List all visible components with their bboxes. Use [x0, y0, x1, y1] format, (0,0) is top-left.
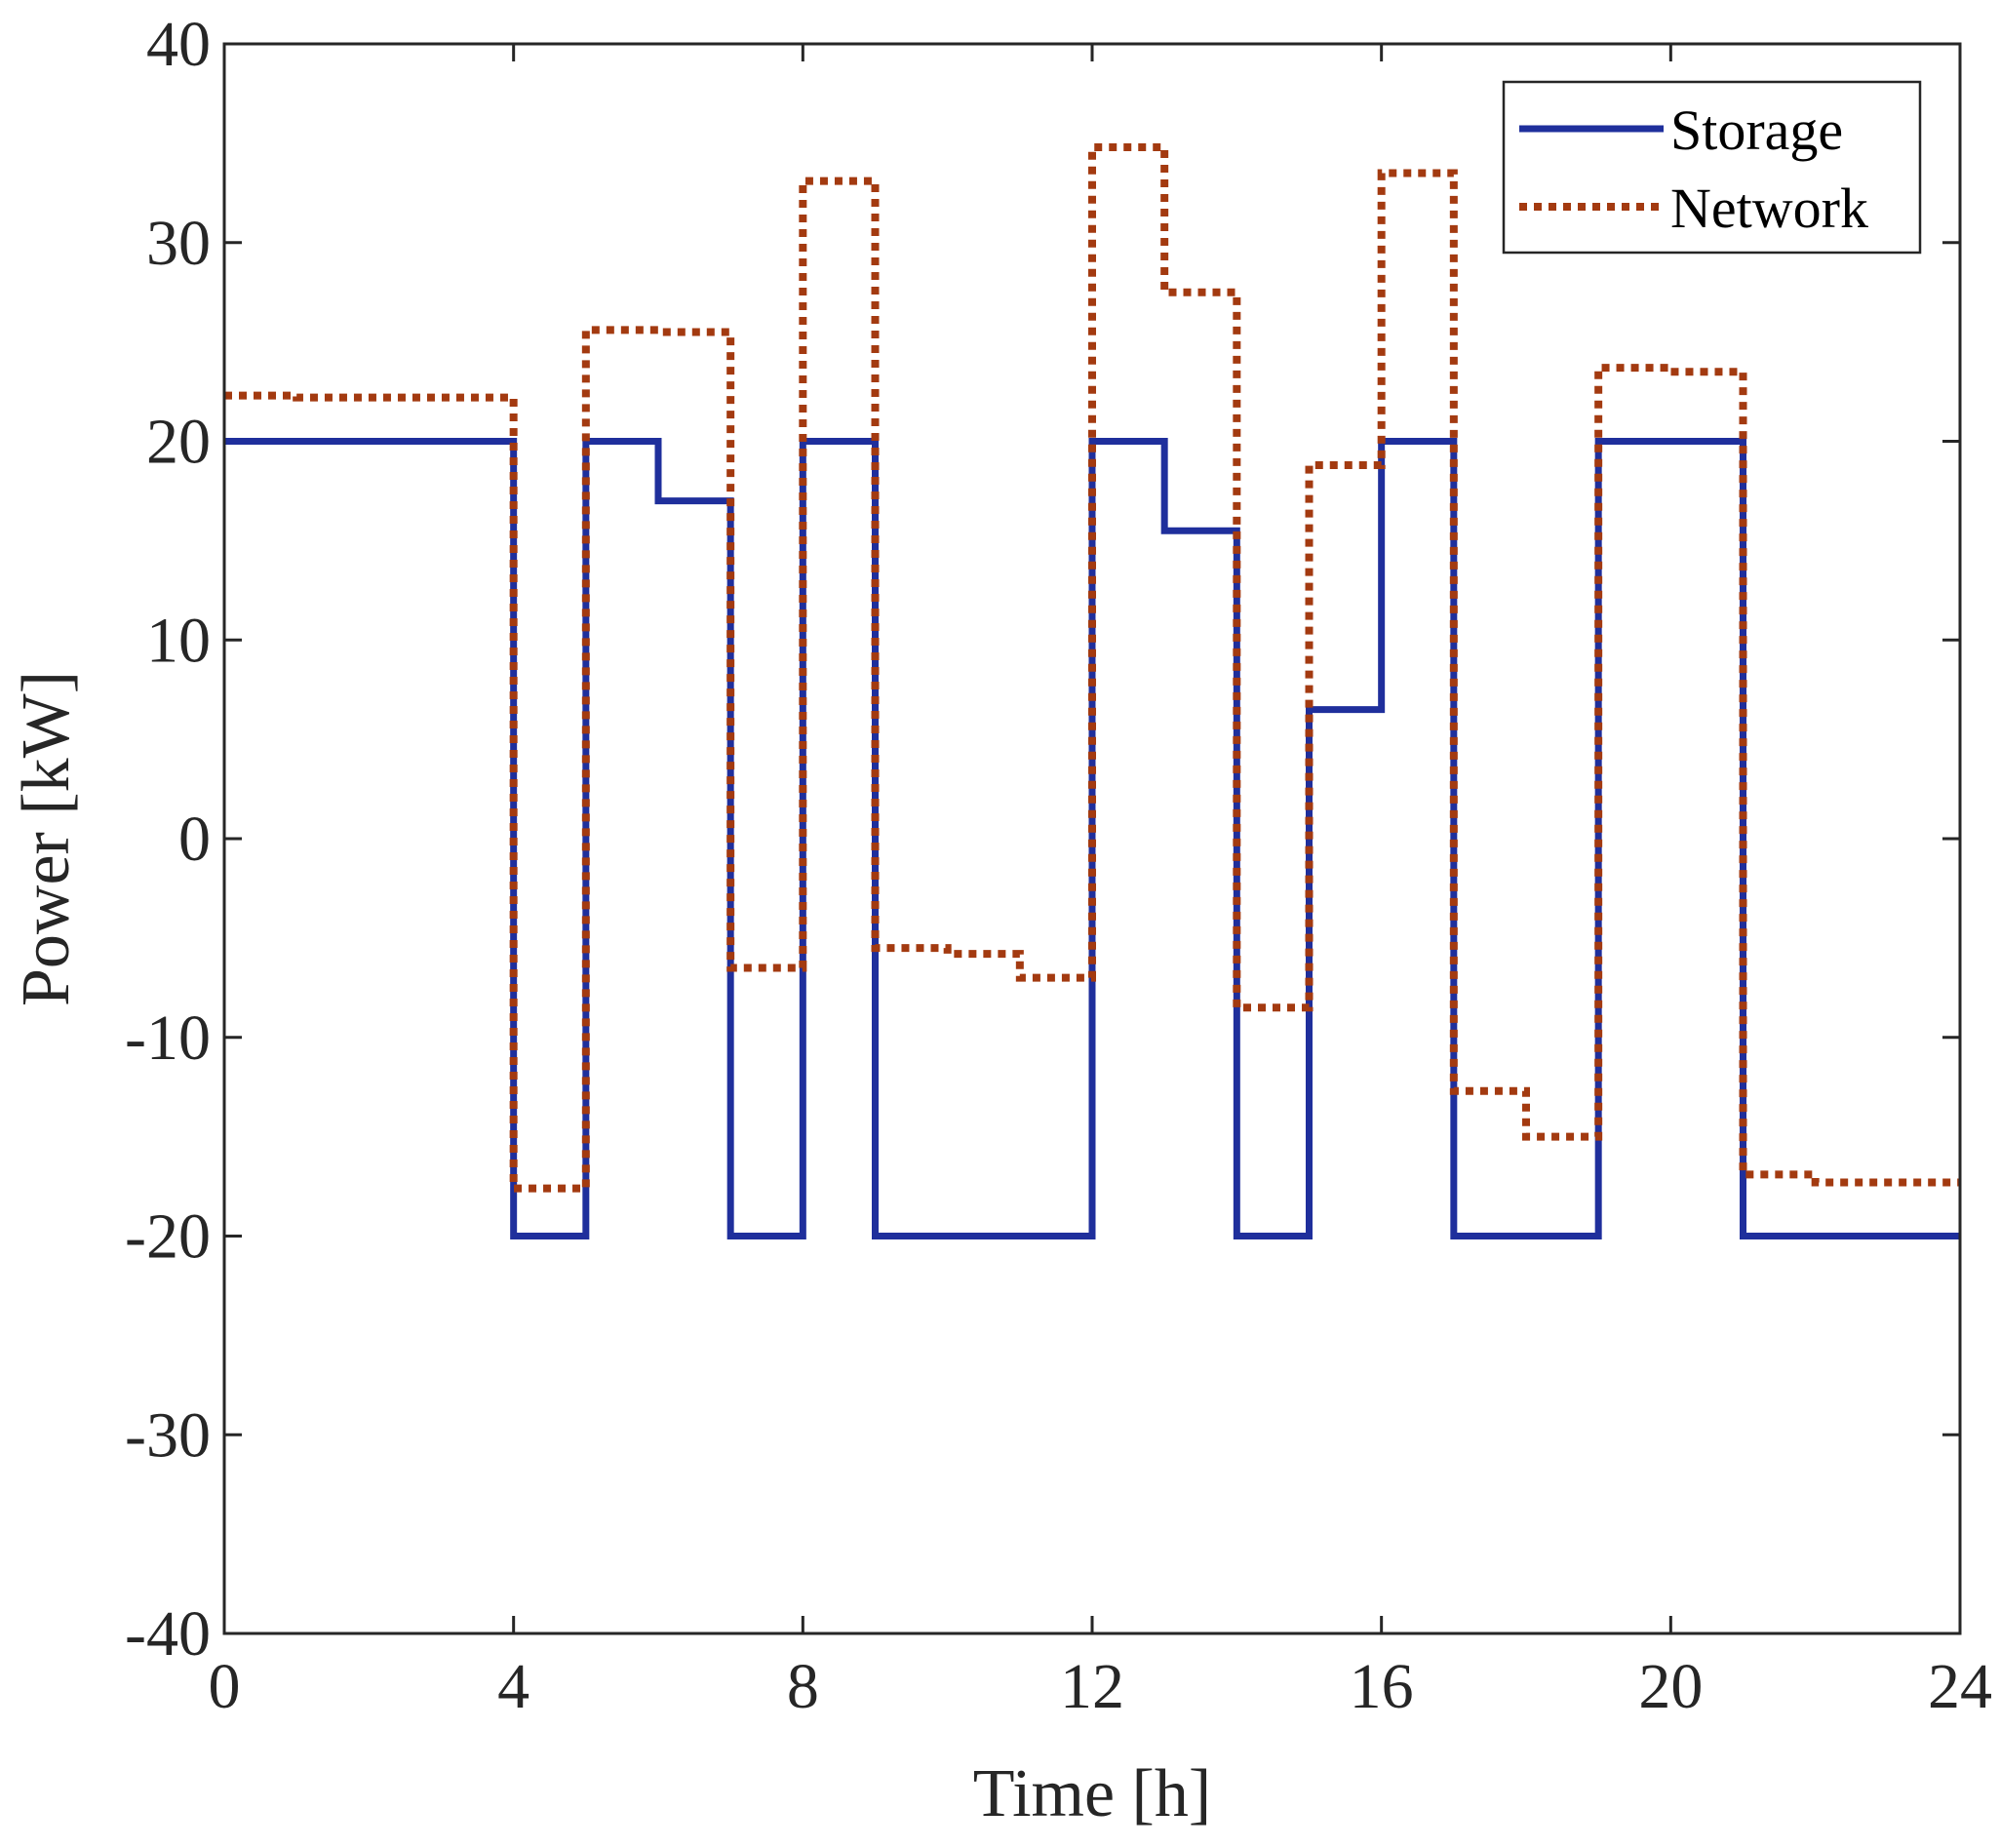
y-tick-label: 20 — [146, 407, 211, 478]
x-axis-label: Time [h] — [973, 1756, 1211, 1831]
series-line-network — [224, 142, 1960, 1193]
y-axis-label: Power [kW] — [9, 671, 84, 1006]
tick-labels: 0 4 8 12 16 20 24 -40 -30 -20 -10 0 10 20 30 40 — [125, 9, 1992, 1722]
x-tick-label: 16 — [1350, 1651, 1414, 1722]
y-tick-label: 40 — [146, 9, 211, 80]
y-tick-label: -40 — [125, 1598, 211, 1670]
x-tick-label: 0 — [209, 1651, 241, 1722]
y-tick-label: -20 — [125, 1201, 211, 1273]
legend-label-network: Network — [1670, 177, 1868, 240]
y-tick-label: -10 — [125, 1003, 211, 1074]
y-tick-label: -30 — [125, 1399, 211, 1471]
y-tick-label: 30 — [146, 208, 211, 279]
x-tick-label: 12 — [1060, 1651, 1124, 1722]
series-layer — [224, 142, 1960, 1239]
series-line-storage — [224, 438, 1960, 1239]
legend: Storage Network — [1502, 80, 1922, 255]
x-tick-label: 8 — [787, 1651, 819, 1722]
x-tick-label: 4 — [497, 1651, 529, 1722]
axes-box — [222, 42, 1962, 1635]
x-tick-label: 20 — [1638, 1651, 1703, 1722]
x-tick-label: 24 — [1928, 1651, 1992, 1722]
legend-box — [1502, 80, 1922, 255]
y-tick-label: 0 — [178, 804, 211, 875]
legend-label-storage: Storage — [1670, 98, 1843, 162]
y-tick-label: 10 — [146, 605, 211, 676]
